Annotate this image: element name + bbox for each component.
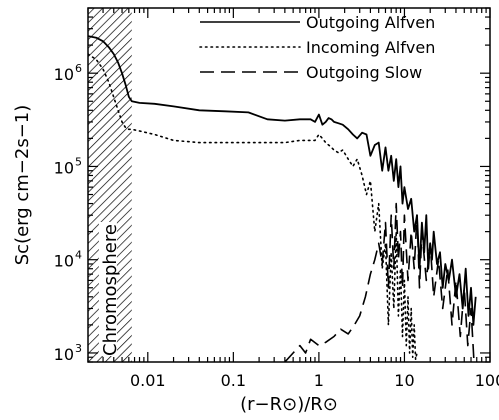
x-tick-label-3: 1	[314, 371, 324, 390]
legend-label-1: Outgoing Alfven	[306, 13, 435, 32]
x-axis-label: (r−R⊙)/R⊙	[240, 394, 338, 415]
y-tick-label-4: 10	[54, 65, 74, 84]
x-tick-label-5: 100	[475, 371, 499, 390]
y-tick-label-1: 10	[54, 345, 74, 364]
chromosphere-label: Chromosphere	[100, 224, 121, 356]
y-tick-label-3: 10	[54, 158, 74, 177]
y-tick-exponent-4: 6	[75, 62, 82, 75]
y-tick-label-2: 10	[54, 252, 74, 271]
x-tick-label-2: 0.1	[221, 371, 246, 390]
series-line-2	[88, 53, 418, 361]
tick-labels: 0.010.1110100103104105106	[54, 62, 499, 390]
chromosphere-label-bg	[98, 222, 117, 356]
x-tick-label-4: 10	[394, 371, 414, 390]
plot-frame	[87, 7, 491, 363]
x-tick-label-1: 0.01	[130, 371, 166, 390]
y-tick-exponent-3: 5	[75, 155, 82, 168]
series-line-3	[284, 202, 475, 362]
legend: Outgoing Alfven Incoming Alfven Outgoing S…	[199, 13, 435, 82]
legend-label-2: Incoming Alfven	[306, 38, 435, 57]
y-tick-exponent-1: 3	[75, 342, 82, 355]
series-line-1	[88, 35, 477, 326]
y-tick-exponent-2: 4	[75, 249, 82, 262]
chromosphere-region: Chromosphere	[88, 8, 132, 362]
y-axis-label: Sc(erg cm−2s−1)	[12, 105, 33, 266]
series-layer	[88, 35, 477, 362]
legend-label-3: Outgoing Slow	[306, 63, 422, 82]
ticks-layer	[87, 7, 491, 363]
